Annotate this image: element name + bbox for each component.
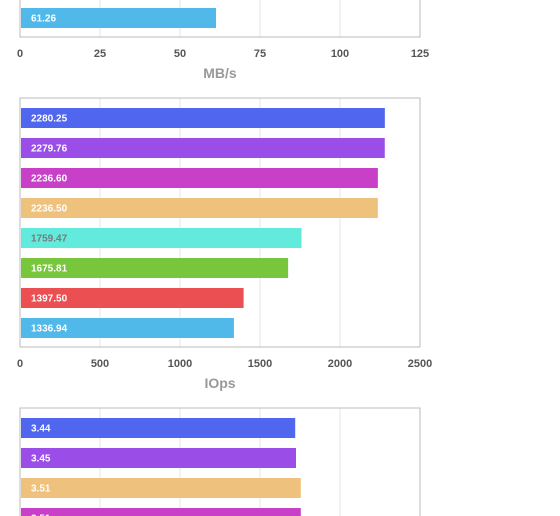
x-tick-label: 2500 [408,358,432,370]
bar [21,198,378,218]
x-tick-label: 500 [91,358,109,370]
bar [21,168,378,188]
bar-value-label: 1675.81 [31,264,68,275]
bar-value-label: 2236.50 [31,204,68,215]
bar [21,288,244,308]
bar [21,508,301,516]
bar-value-label: 1759.47 [31,234,68,245]
x-axis-title: IOps [204,375,235,391]
plot-frame [19,407,421,516]
bar [21,448,296,468]
x-tick-label: 1500 [248,358,272,370]
x-tick-label: 0 [17,48,23,60]
bar-value-label: 2236.60 [31,174,68,185]
bar-value-label: 1336.94 [31,324,68,335]
bar [21,228,302,248]
bar-value-label: 3.51 [31,514,51,516]
chart-panel-3: 3.44 3.45 3.51 3.51 [19,407,421,516]
bar [21,108,385,128]
x-tick-label: 25 [94,48,106,60]
x-tick-label: 100 [331,48,349,60]
x-tick-label: 0 [17,358,23,370]
x-tick-label: 75 [254,48,266,60]
bar [21,138,385,158]
x-tick-label: 50 [174,48,186,60]
plot-frame [19,0,421,38]
bar [21,418,296,438]
bar-value-label: 2279.76 [31,144,68,155]
bar-value-label: 3.44 [31,424,51,435]
bar-value-label: 1397.50 [31,294,68,305]
x-tick-label: 125 [411,48,429,60]
bar [21,258,289,278]
bar-value-label: 3.45 [31,454,51,465]
x-axis-title: MB/s [203,65,237,81]
plot-frame [19,97,421,348]
chart-panel-2: 2280.25 2279.76 2236.60 2236.50 1759.47 1675.… [17,97,432,391]
x-tick-label: 2000 [328,358,352,370]
bar [21,8,217,28]
bar [21,318,234,338]
bar-value-label: 3.51 [31,484,51,495]
bar-value-label: 2280.25 [31,114,68,125]
bar-value-label: 61.26 [31,14,56,25]
chart-panel-1: 61.26 0 25 50 75 100 125 MB/s [17,0,429,81]
bar [21,478,301,498]
x-tick-label: 1000 [168,358,192,370]
